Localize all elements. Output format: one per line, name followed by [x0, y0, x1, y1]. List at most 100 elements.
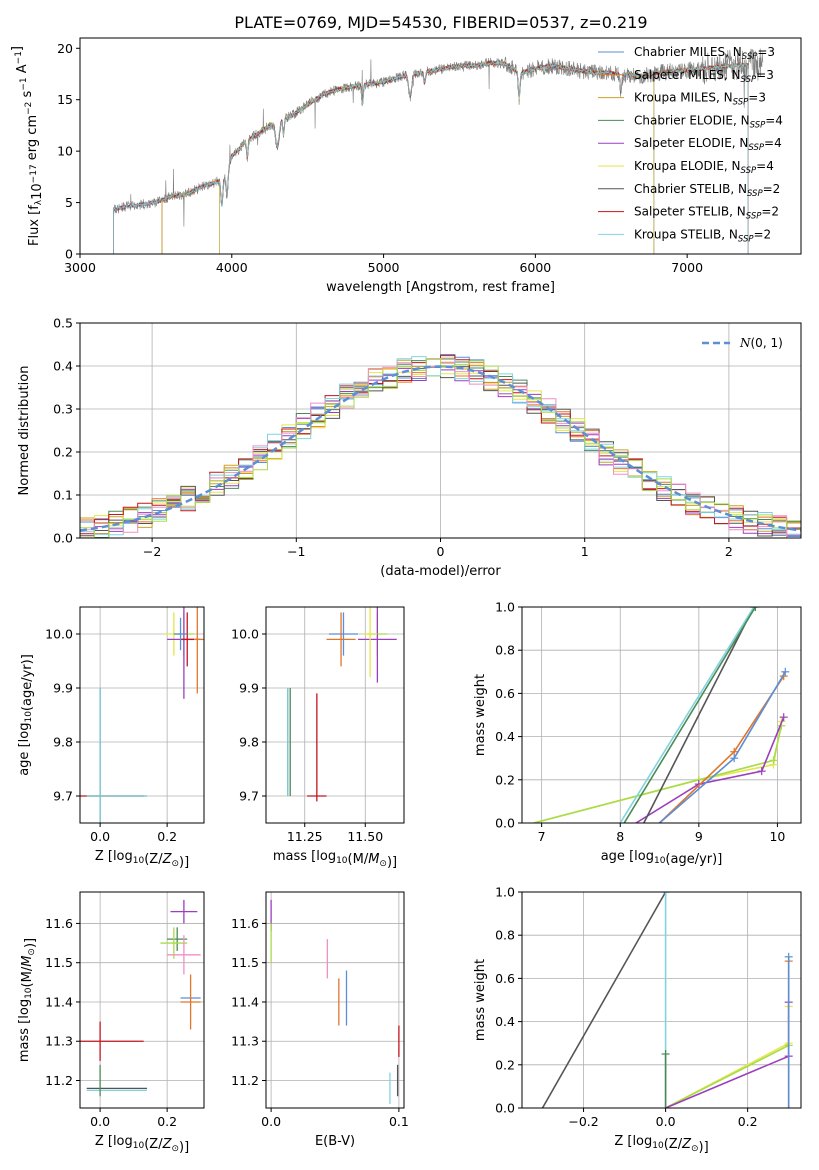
x-tick-label: 6000: [519, 260, 551, 275]
errorbar-point: [362, 607, 378, 678]
x-tick-label: 3000: [64, 260, 96, 275]
y-tick-label: 11.4: [45, 994, 73, 1009]
y-tick-label: 0.3: [53, 402, 73, 417]
spectrum-legend: Chabrier MILES, NSSP=3 Salpeter MILES, NS…: [598, 45, 783, 244]
y-tick-label: 11.3: [231, 1034, 259, 1049]
y-tick-label: 0.4: [495, 729, 515, 744]
mass-weight-line-4: [665, 1044, 790, 1108]
legend-entry: N(0, 1): [739, 336, 783, 350]
y-tick-label: 0: [65, 247, 73, 262]
mass-vs-ebv-frame: [265, 891, 405, 1109]
x-tick-label: 9: [695, 829, 703, 844]
y-axis-label: Flux [fλ10−17 erg cm−2 s−1 A−1]: [10, 46, 45, 246]
x-tick-label: 0.2: [157, 829, 177, 844]
figure-title: PLATE=0769, MJD=54530, FIBERID=0537, z=0…: [234, 13, 647, 32]
mass-vs-z-plot-area: [80, 899, 201, 1097]
massweight-vs-z-plot-area: [541, 892, 793, 1108]
x-axis-label: E(B-V): [315, 1134, 355, 1149]
errorbar-point: [173, 617, 188, 651]
age-vs-mass-plot-area: [287, 607, 397, 802]
y-tick-label: 9.8: [53, 735, 73, 750]
y-axis-label: mass [log10(M/M⊙)]: [17, 938, 38, 1062]
legend-entry: Chabrier ELODIE, NSSP=4: [634, 113, 783, 130]
spectrum-model-3: [219, 59, 655, 254]
mass-weight-line-4: [658, 671, 786, 823]
x-tick-label: 7000: [671, 260, 703, 275]
mass-weight-line-6: [619, 607, 755, 823]
x-axis-label: (data-model)/error: [380, 564, 501, 579]
mass-weight-marker: [661, 892, 670, 896]
y-tick-label: 15: [57, 92, 73, 107]
spectrum-plot-area: [113, 48, 764, 254]
mass-weight-marker: [784, 952, 793, 961]
y-axis-label: Normed distribution: [17, 366, 32, 496]
x-tick-label: 8: [616, 829, 624, 844]
age-vs-z-frame: [79, 606, 205, 824]
y-tick-label: 0.5: [53, 316, 73, 331]
residuals-legend: N(0, 1): [702, 336, 783, 350]
mass-weight-marker: [751, 607, 760, 611]
mass-vs-ebv-plot-area: [270, 899, 400, 1105]
legend-entry: Kroupa ELODIE, NSSP=4: [634, 159, 774, 176]
x-tick-label: 0.0: [90, 1114, 110, 1129]
age-vs-mass-panel: 11.25 11.50 9.7 9.8 9.9 10.0 mass [log10(M/M⊙)…: [231, 606, 405, 870]
y-tick-label: 20: [57, 41, 73, 56]
y-tick-label: 1.0: [495, 885, 515, 900]
massweight-vs-age-panel: 7 8 9 10 0.0 0.2 0.4 0.6 0.8 1.0 age [log10(age/yr…: [473, 600, 802, 867]
mass-weight-marker: [694, 780, 703, 789]
y-tick-label: 10: [57, 144, 73, 159]
legend-entry: Chabrier MILES, NSSP=3: [634, 45, 775, 62]
legend-entry: Kroupa MILES, NSSP=3: [634, 91, 766, 108]
x-tick-label: 2: [725, 544, 733, 559]
massweight-vs-age-frame: [521, 606, 802, 824]
mass-weight-line-7: [623, 607, 757, 823]
errorbar-point: [167, 935, 201, 975]
errorbar-point: [80, 1021, 144, 1061]
x-tick-label: 0.0: [90, 829, 110, 844]
y-tick-label: 11.5: [45, 955, 73, 970]
spectrum-frame: [79, 37, 802, 255]
x-axis-label: Z [log10(Z/Z⊙)]: [95, 1134, 189, 1155]
normal-curve: [80, 365, 801, 532]
x-tick-label: −0.2: [568, 1114, 598, 1129]
y-tick-label: 10.0: [231, 627, 259, 642]
y-tick-label: 0.8: [495, 643, 515, 658]
mass-weight-marker: [779, 713, 788, 722]
x-tick-label: 0.1: [389, 1114, 409, 1129]
y-tick-label: 0.0: [53, 531, 73, 546]
massweight-vs-z-panel: −0.2 0.0 0.2 0.0 0.2 0.4 0.6 0.8 1.0 Z [log10(Z/Z…: [473, 885, 802, 1155]
legend-entry: Salpeter ELODIE, NSSP=4: [634, 136, 782, 153]
y-tick-label: 0.0: [495, 816, 515, 831]
age-vs-z-panel: 0.0 0.2 9.7 9.8 9.9 10.0 Z [log10(Z/Z⊙)] age [l…: [17, 606, 205, 870]
mass-weight-marker: [769, 756, 778, 765]
x-tick-label: 4000: [216, 260, 248, 275]
massweight-vs-z-frame: [521, 891, 802, 1109]
y-tick-label: 9.7: [53, 789, 73, 804]
x-axis-label: Z [log10(Z/Z⊙)]: [614, 1134, 708, 1155]
y-tick-label: 11.2: [45, 1073, 73, 1088]
mass-vs-z-frame: [79, 891, 205, 1109]
mass-weight-line-5: [643, 607, 755, 823]
mass-weight-marker: [781, 667, 790, 676]
y-tick-label: 0.2: [53, 445, 73, 460]
y-tick-label: 11.5: [231, 955, 259, 970]
legend-entry: Kroupa STELIB, NSSP=2: [634, 227, 771, 244]
errorbar-point: [358, 607, 397, 683]
y-tick-label: 0.6: [495, 971, 515, 986]
y-tick-label: 11.3: [45, 1034, 73, 1049]
y-tick-label: 11.2: [231, 1073, 259, 1088]
spectrum-model-5: [219, 59, 655, 254]
x-tick-label: 0.0: [261, 1114, 281, 1129]
mass-weight-marker: [757, 767, 766, 776]
y-tick-label: 0.2: [495, 772, 515, 787]
spectrum-model-4: [219, 59, 655, 254]
y-tick-label: 9.8: [239, 735, 259, 750]
mass-weight-line-2: [635, 716, 785, 823]
errorbar-point: [326, 612, 356, 667]
y-tick-label: 11.6: [231, 916, 259, 931]
y-tick-label: 0.4: [53, 359, 73, 374]
massweight-vs-age-plot-area: [533, 607, 790, 823]
y-tick-label: 9.9: [239, 681, 259, 696]
histogram-7: [80, 355, 801, 535]
